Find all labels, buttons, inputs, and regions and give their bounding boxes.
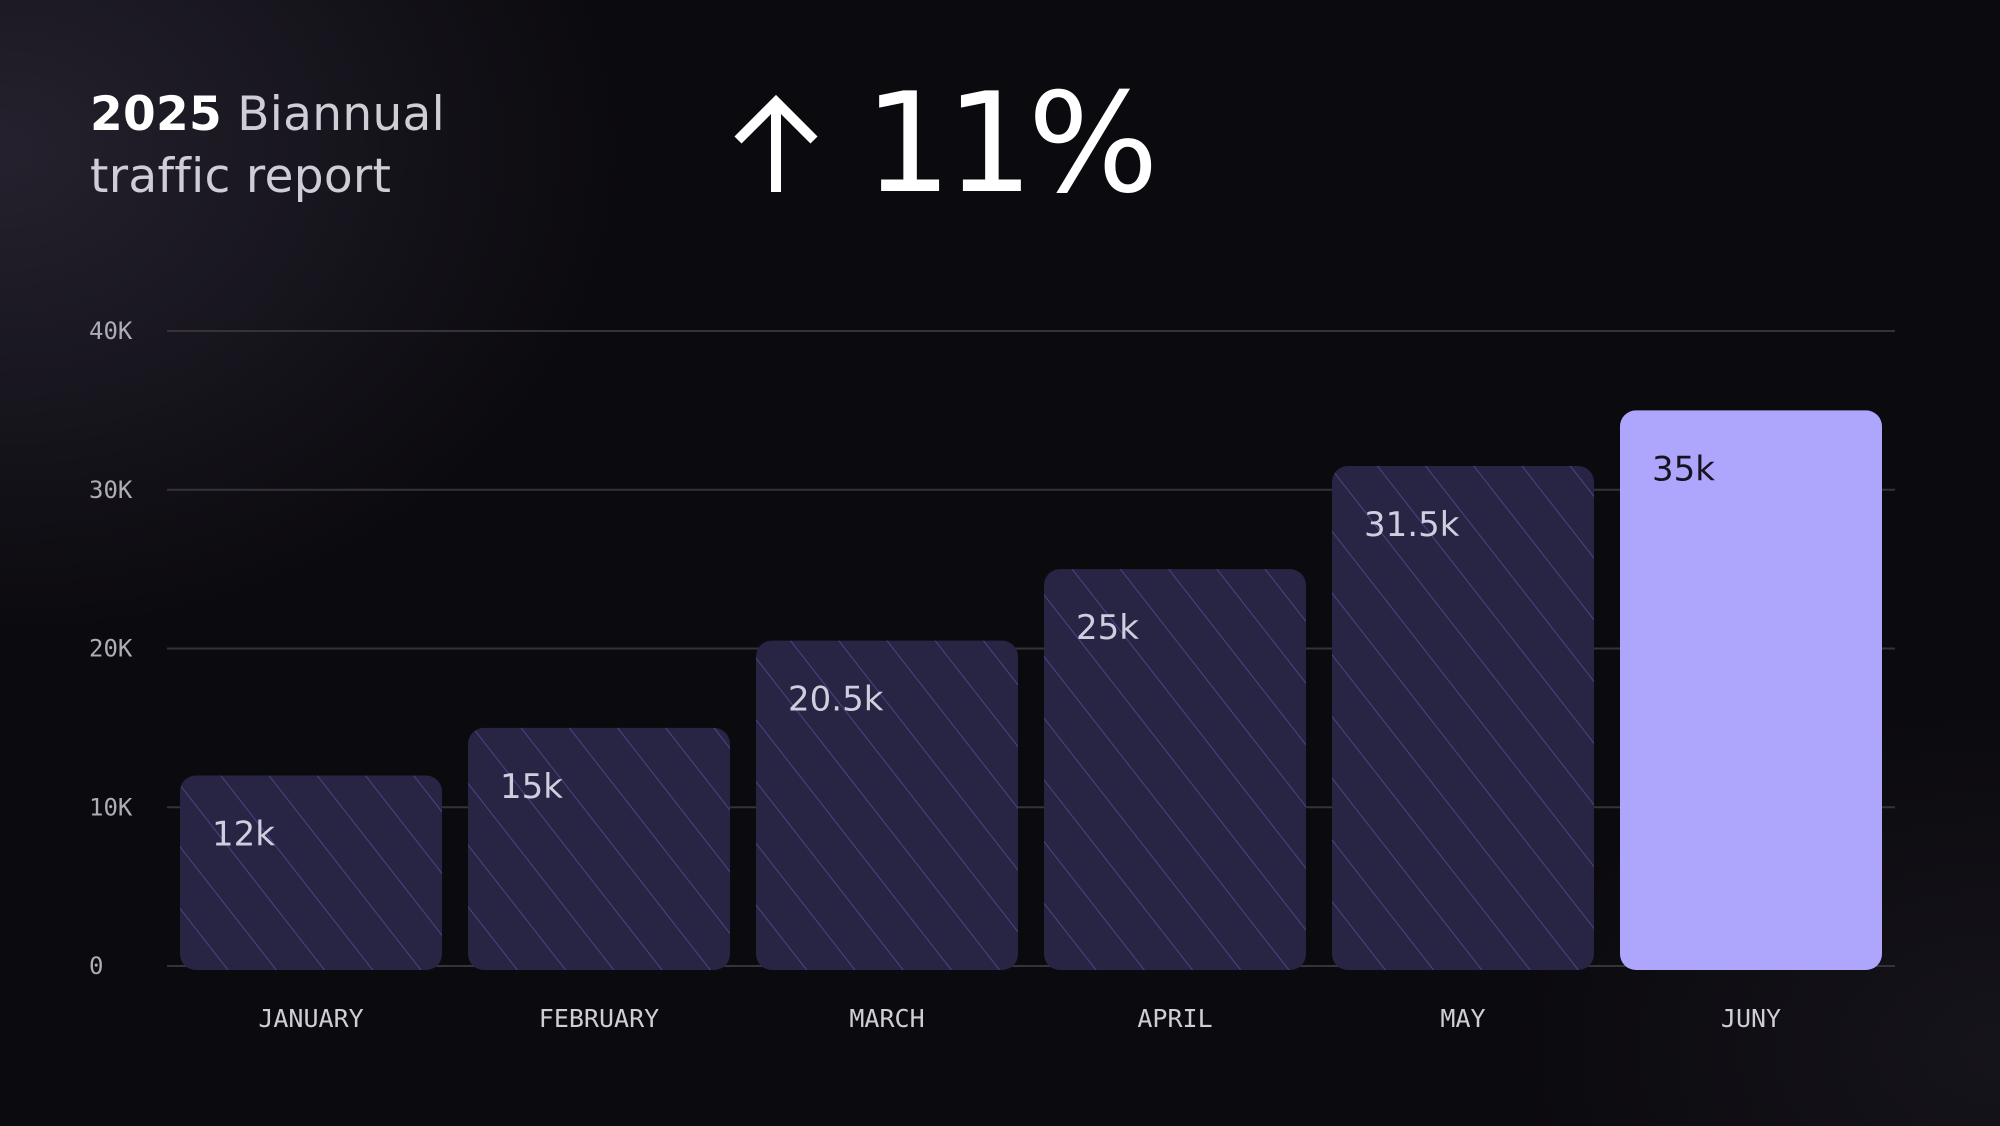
grid-lines (167, 330, 1895, 967)
bar-value-label: 35k (1652, 449, 1715, 489)
x-axis-categories: JANUARY FEBRUARY MARCH APRIL MAY JUNY (258, 1004, 1781, 1033)
growth-kpi: 11% (728, 63, 1159, 224)
x-category-label: JANUARY (258, 1004, 363, 1033)
bar-value-label: 15k (500, 767, 563, 807)
x-category-label: MARCH (849, 1004, 924, 1033)
y-tick-label: 0 (89, 952, 103, 980)
x-category-label: FEBRUARY (539, 1004, 659, 1033)
bar-value-label: 25k (1076, 608, 1139, 648)
title-year: 2025 (90, 87, 223, 142)
bar-value-label: 31.5k (1364, 505, 1460, 545)
bar-juny (1620, 410, 1882, 970)
bar-data-labels: 12k 15k 20.5k 25k 31.5k 35k (212, 449, 1715, 854)
title-subline: traffic report (90, 149, 392, 204)
y-tick-label: 20K (89, 635, 133, 663)
growth-percent: 11% (864, 63, 1159, 224)
bar-february (468, 727, 730, 970)
y-tick-label: 10K (89, 793, 133, 821)
bar-value-label: 12k (212, 815, 275, 855)
title-word: Biannual (237, 87, 445, 142)
y-tick-label: 30K (89, 476, 133, 504)
bar-january (180, 775, 442, 970)
bar-april (1044, 569, 1306, 970)
arrow-up-icon (728, 92, 824, 196)
bars (180, 410, 1882, 970)
report-title: 2025 Biannual traffic report (90, 84, 445, 208)
bar-may (1332, 465, 1594, 970)
x-category-label: JUNY (1721, 1004, 1781, 1033)
bar-value-label: 20.5k (788, 680, 884, 720)
x-category-label: MAY (1440, 1004, 1485, 1033)
y-axis-ticks: 0 10K 20K 30K 40K (89, 317, 133, 980)
x-category-label: APRIL (1137, 1004, 1212, 1033)
y-tick-label: 40K (89, 317, 133, 345)
bar-march (756, 640, 1018, 970)
